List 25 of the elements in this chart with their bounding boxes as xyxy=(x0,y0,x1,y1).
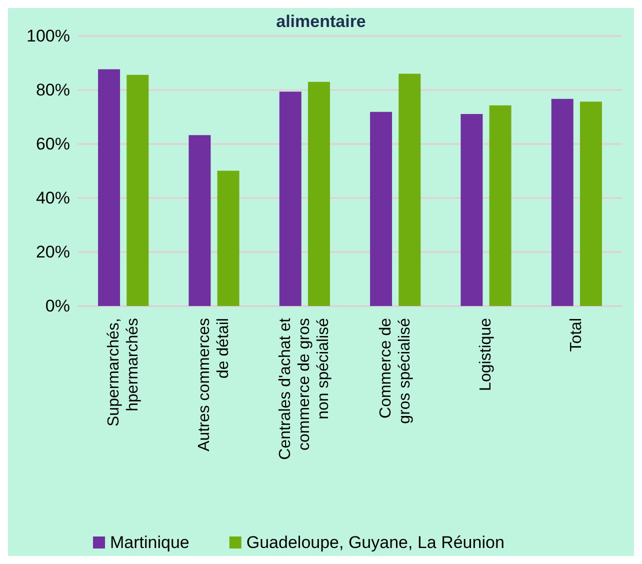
bar xyxy=(217,170,240,306)
bar xyxy=(370,112,392,306)
y-tick-label: 80% xyxy=(36,80,70,100)
legend-label: Martinique xyxy=(110,533,190,552)
bar xyxy=(580,102,602,306)
bar xyxy=(460,114,483,306)
bar xyxy=(126,74,149,306)
bar xyxy=(98,69,120,306)
x-tick-label: Total xyxy=(568,318,586,352)
y-tick-label: 0% xyxy=(45,296,70,316)
x-tick-label: Supermarchés, hpermarchés xyxy=(105,318,142,426)
y-tick-label: 20% xyxy=(36,242,70,262)
y-tick-label: 40% xyxy=(36,188,70,208)
bar xyxy=(398,74,421,306)
bar xyxy=(279,92,302,306)
y-tick-label: 100% xyxy=(26,26,70,46)
bar xyxy=(188,135,211,306)
legend-label: Guadeloupe, Guyane, La Réunion xyxy=(246,533,504,552)
chart-title: alimentaire xyxy=(276,12,366,31)
x-tick-label: Logistique xyxy=(478,318,494,391)
bar xyxy=(489,105,512,306)
y-tick-label: 60% xyxy=(36,134,70,154)
bar xyxy=(308,82,330,306)
x-tick-label: Autres commerces de détail xyxy=(196,318,232,452)
bar xyxy=(551,98,574,306)
